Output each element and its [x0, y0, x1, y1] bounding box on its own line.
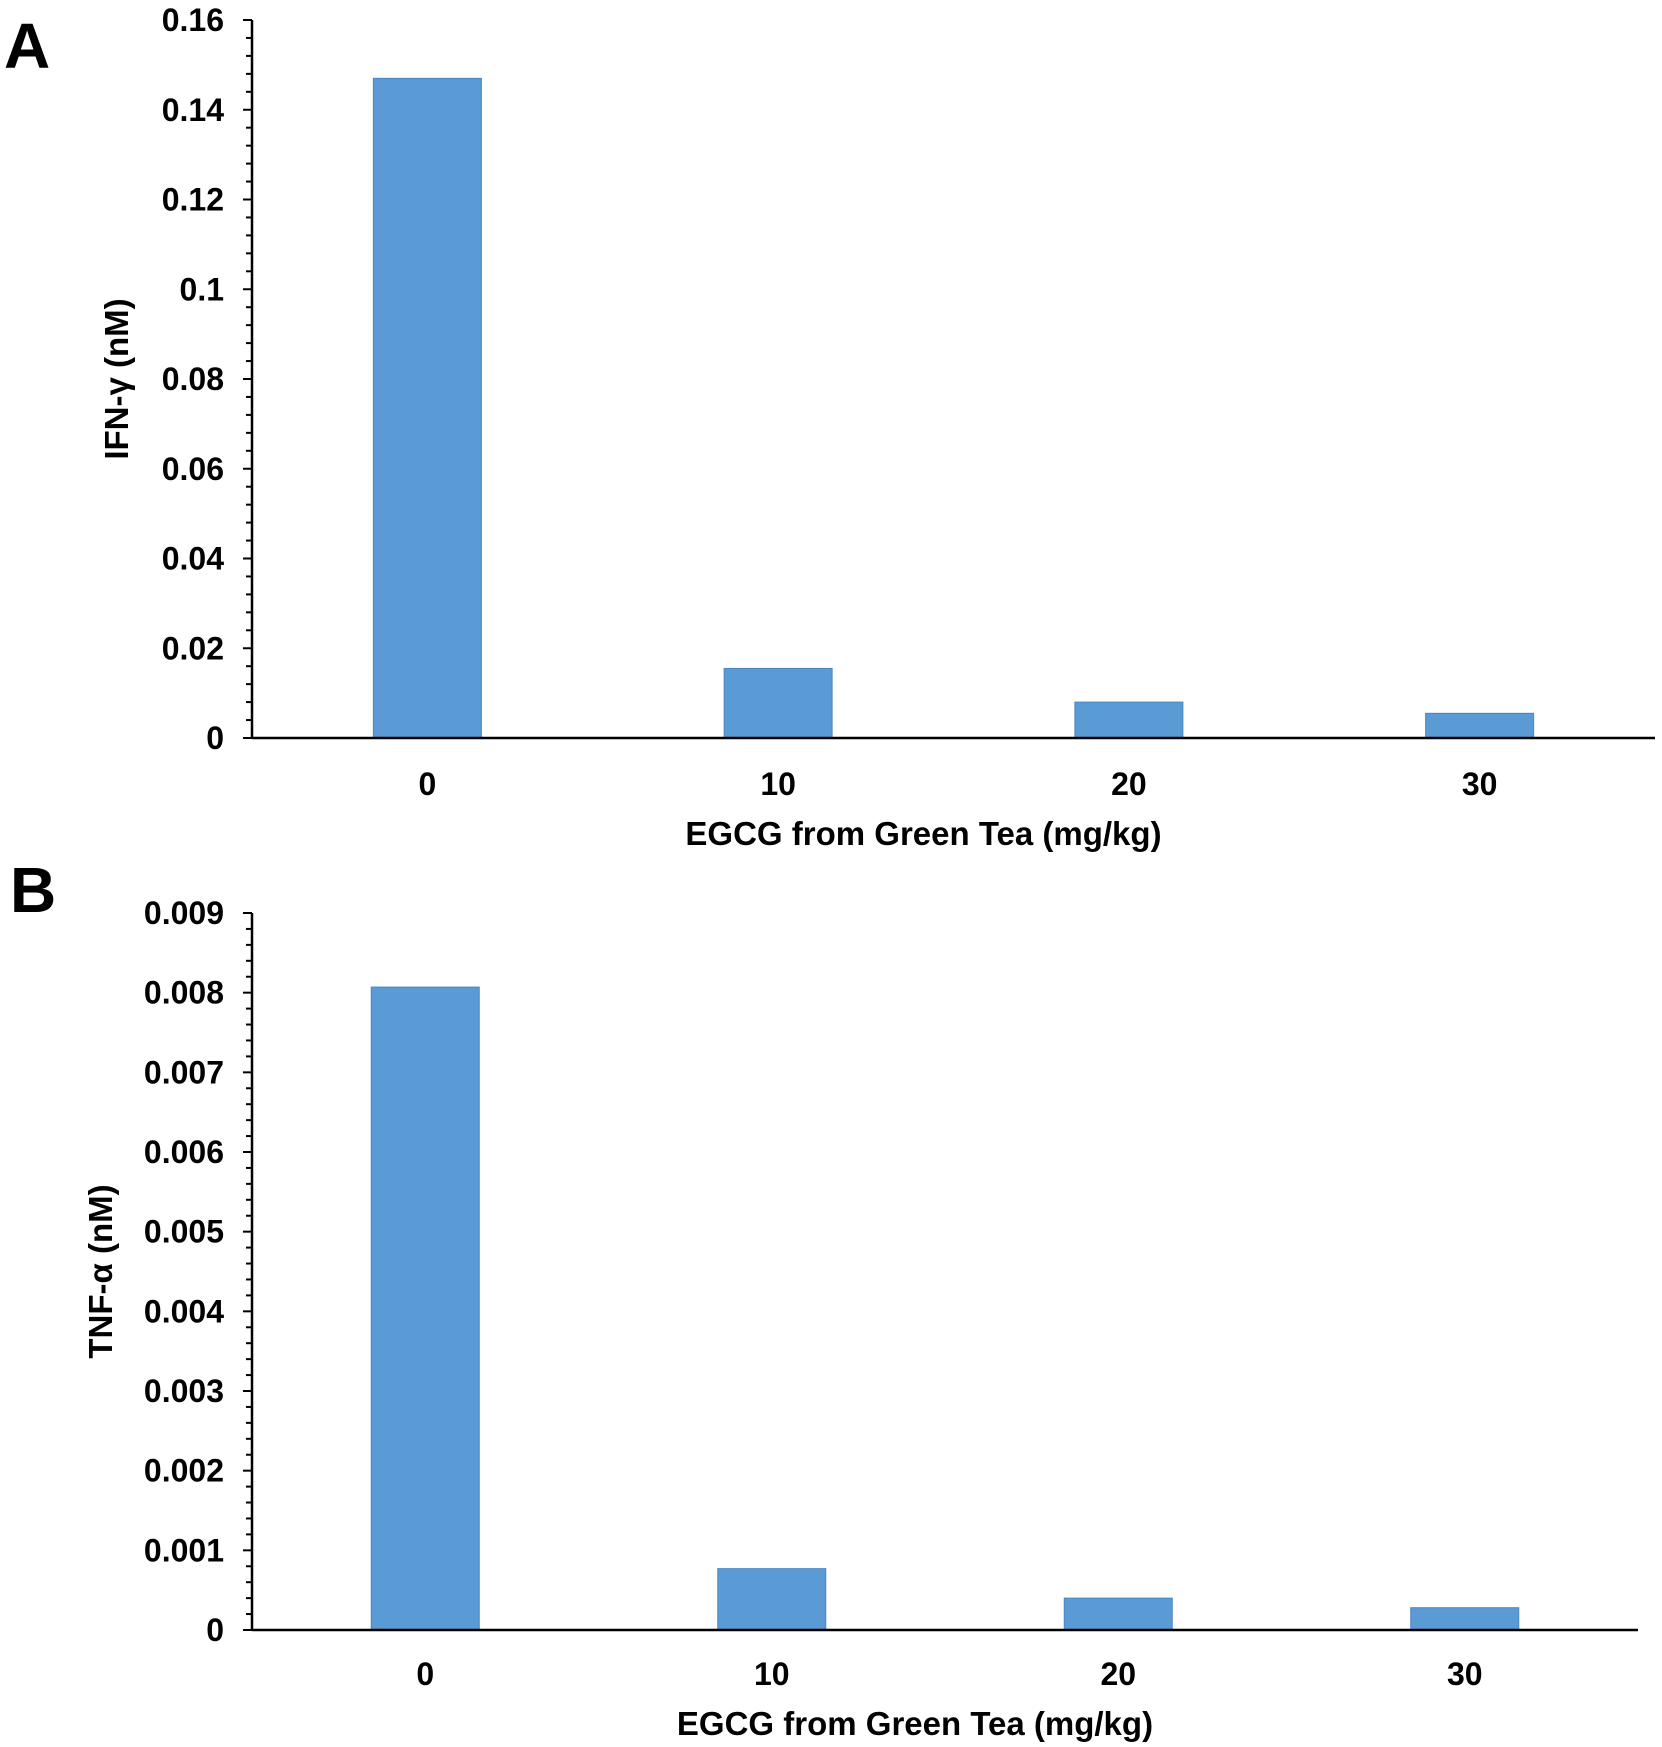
panel-a-y-tick-label-0.04: 0.04: [162, 541, 224, 577]
panel-b-y-tick-label-0.005: 0.005: [144, 1214, 224, 1250]
panel-a-y-tick-label-0.14: 0.14: [162, 92, 224, 128]
panel-b-y-axis-title: TNF-α (nM): [82, 1184, 119, 1358]
panel-b-x-tick-label-30: 30: [1447, 1656, 1483, 1692]
panel-b-minor-ticks: [243, 912, 252, 1631]
panel-a-y-tick-label-0.1: 0.1: [180, 271, 224, 307]
panel-b: B 0 0.001 0.002 0.003 0.004 0.005 0.006 0.007 0.…: [10, 854, 1638, 1742]
panel-a-y-tick-labels: 0 0.02 0.04 0.06 0.08 0.1 0.12 0.14 0.16: [162, 2, 224, 756]
panel-a-y-axis-title: IFN-γ (nM): [98, 298, 135, 459]
panel-a-y-tick-label-0.12: 0.12: [162, 182, 224, 218]
panel-b-y-tick-label-0: 0: [206, 1612, 224, 1648]
panel-b-x-tick-label-20: 20: [1100, 1656, 1136, 1692]
panel-a-bar-20: [1074, 701, 1184, 739]
panel-a: A 0 0.02 0.04 0.06 0.08 0.1 0.12 0.14 0.16 0 10 20…: [4, 2, 1655, 852]
panel-b-bar-10: [717, 1568, 827, 1631]
panel-a-bar-10: [723, 667, 833, 739]
panel-b-bar-30: [1410, 1607, 1520, 1631]
panel-a-x-axis-title: EGCG from Green Tea (mg/kg): [685, 815, 1161, 852]
panel-a-y-tick-label-0: 0: [206, 720, 224, 756]
panel-b-y-tick-label-0.004: 0.004: [144, 1293, 224, 1329]
panel-a-bars: [372, 77, 1535, 739]
panel-a-y-tick-label-0.08: 0.08: [162, 361, 224, 397]
panel-a-x-tick-label-30: 30: [1462, 766, 1498, 802]
panel-b-x-axis-title: EGCG from Green Tea (mg/kg): [677, 1705, 1153, 1742]
panel-b-letter: B: [10, 854, 56, 926]
panel-a-x-tick-labels: 0 10 20 30: [418, 766, 1497, 802]
panel-b-x-tick-label-10: 10: [754, 1656, 790, 1692]
panel-b-x-tick-labels: 0 10 20 30: [416, 1656, 1482, 1692]
panel-a-x-tick-label-20: 20: [1111, 766, 1147, 802]
panel-b-y-tick-label-0.002: 0.002: [144, 1453, 224, 1489]
panel-b-y-tick-label-0.003: 0.003: [144, 1373, 224, 1409]
panel-a-y-tick-label-0.16: 0.16: [162, 2, 224, 38]
panel-b-x-tick-label-0: 0: [416, 1656, 434, 1692]
panel-b-bars: [370, 986, 1520, 1631]
panel-b-y-tick-labels: 0 0.001 0.002 0.003 0.004 0.005 0.006 0.007 0.00…: [144, 895, 224, 1648]
panel-a-bar-30: [1425, 712, 1535, 739]
panel-a-y-tick-label-0.02: 0.02: [162, 630, 224, 666]
panel-b-y-tick-label-0.006: 0.006: [144, 1134, 224, 1170]
panel-a-x-tick-label-0: 0: [418, 766, 436, 802]
panel-a-minor-ticks: [243, 19, 252, 739]
panel-b-bar-20: [1063, 1597, 1173, 1631]
panel-a-y-tick-label-0.06: 0.06: [162, 451, 224, 487]
panel-b-bar-0: [370, 986, 480, 1631]
panel-b-y-tick-label-0.001: 0.001: [144, 1532, 224, 1568]
panel-a-bar-0: [372, 77, 482, 739]
panel-a-x-tick-label-10: 10: [760, 766, 796, 802]
panel-b-y-tick-label-0.007: 0.007: [144, 1054, 224, 1090]
panel-b-y-tick-label-0.008: 0.008: [144, 975, 224, 1011]
panel-a-letter: A: [4, 10, 50, 82]
panel-b-y-tick-label-0.009: 0.009: [144, 895, 224, 931]
